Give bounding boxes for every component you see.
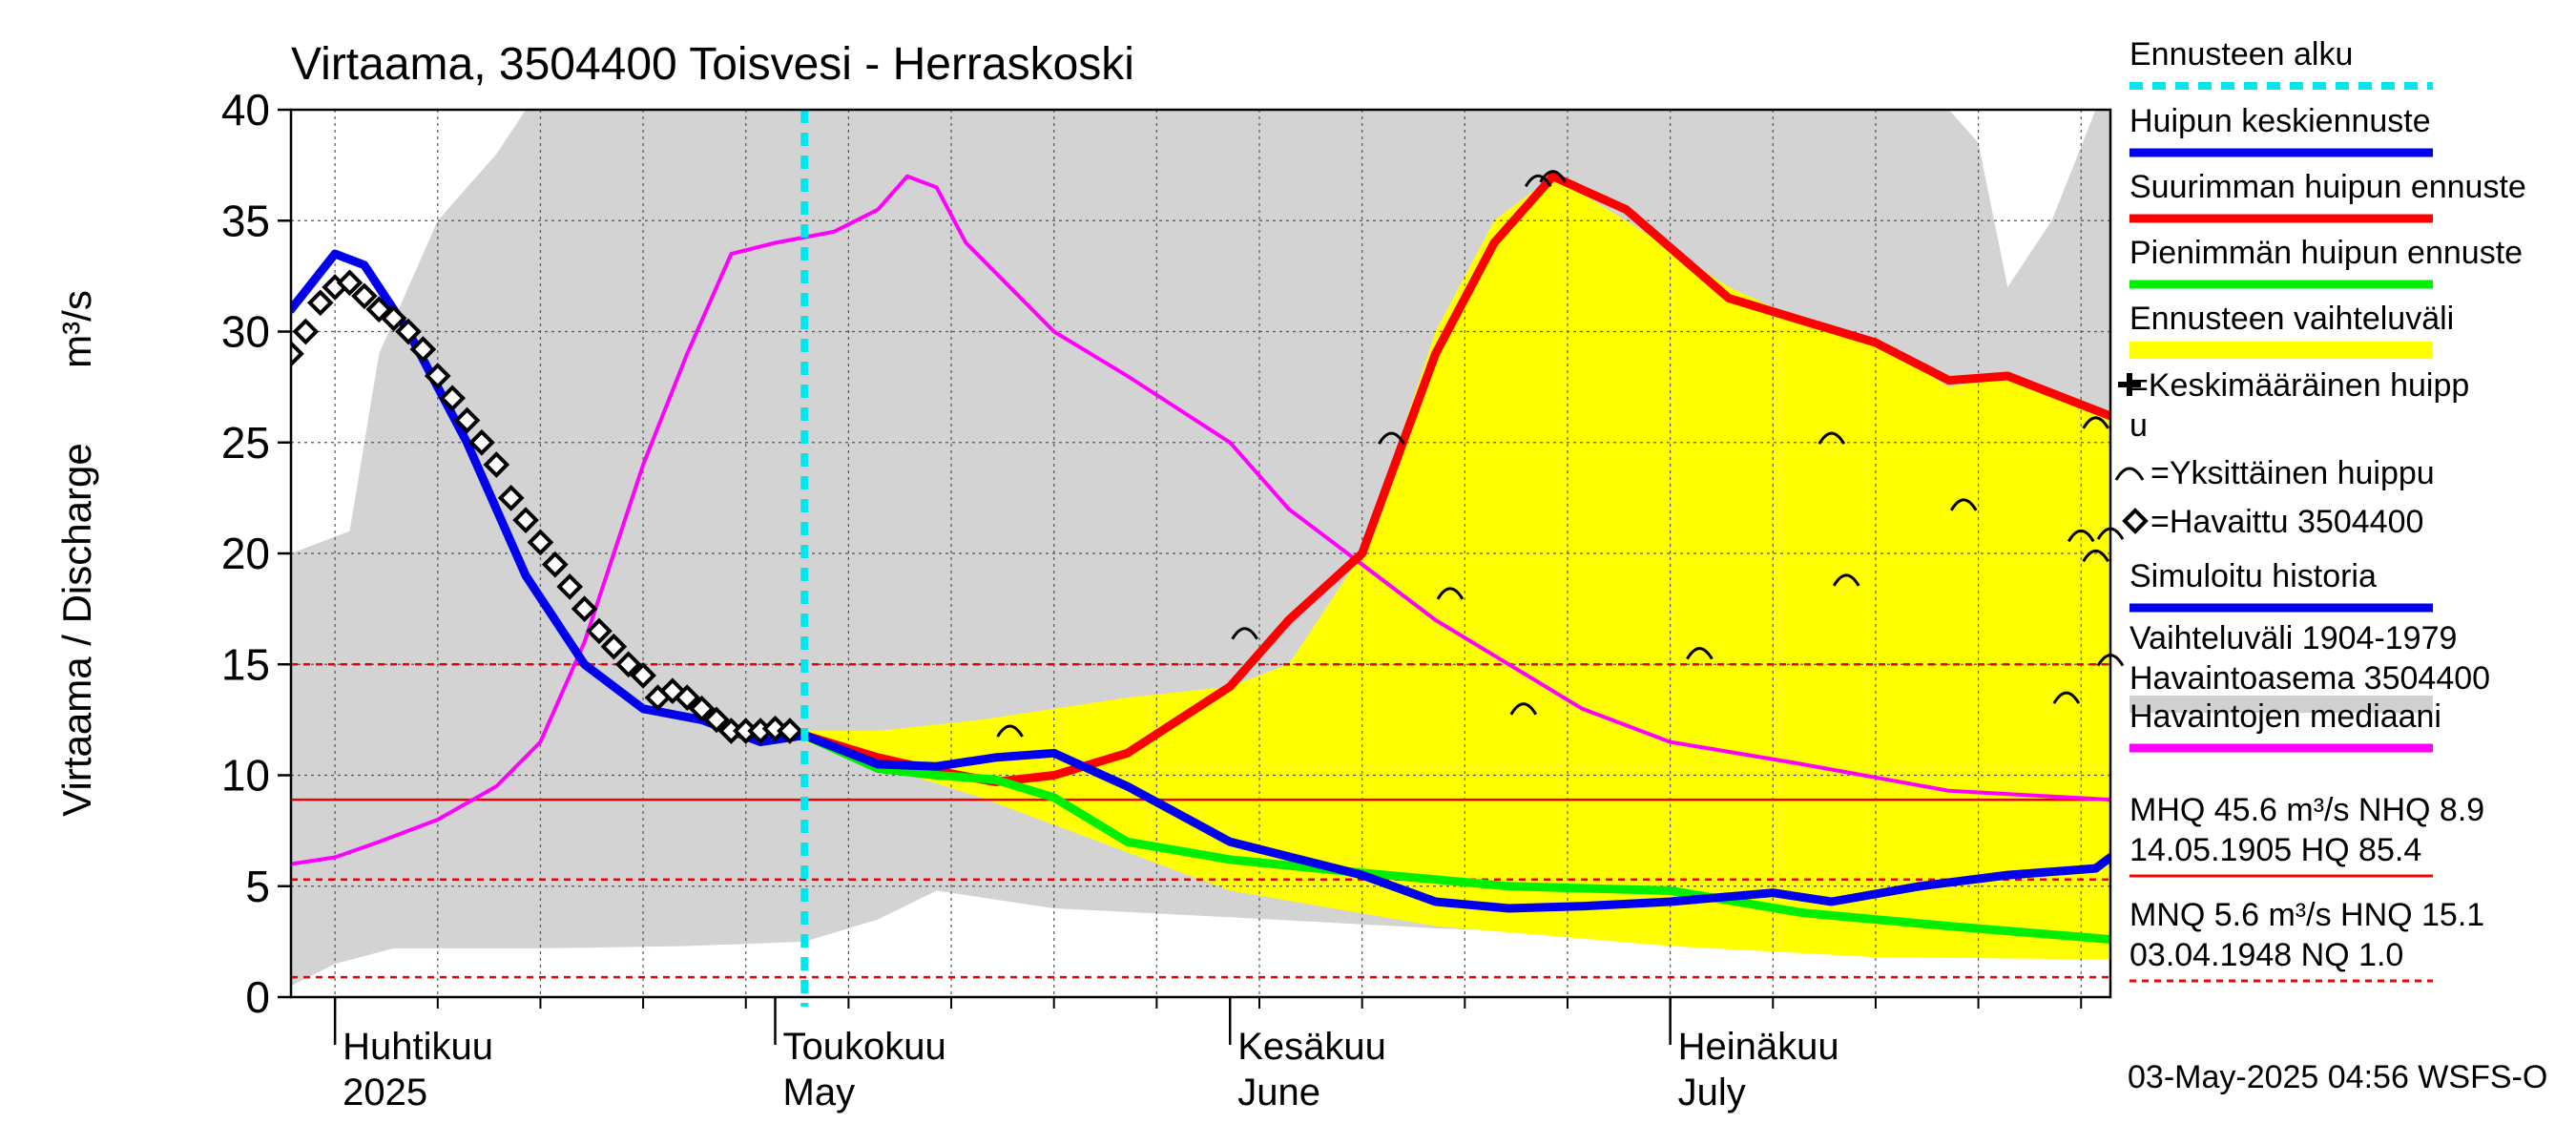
footer-timestamp: 03-May-2025 04:56 WSFS-O xyxy=(2128,1059,2547,1095)
y-tick-label: 15 xyxy=(221,639,270,689)
legend-symbol xyxy=(2118,373,2141,396)
observed-point xyxy=(291,340,304,367)
observed-point xyxy=(483,451,510,478)
legend-label: Ennusteen alku xyxy=(2129,36,2353,73)
single-peak-point xyxy=(2052,691,2081,704)
observed-point xyxy=(703,706,730,734)
legend-label: MNQ 5.6 m³/s HNQ 15.1 xyxy=(2129,897,2484,933)
y-tick-label: 10 xyxy=(221,751,270,801)
single-peak-point xyxy=(1436,587,1465,600)
observed-point xyxy=(292,318,320,345)
observed-markers xyxy=(291,269,803,744)
observed-point xyxy=(630,662,656,689)
x-month-label: Huhtikuu xyxy=(343,1026,493,1068)
observed-point xyxy=(777,718,803,744)
legend-label: u xyxy=(2129,407,2148,444)
observed-point xyxy=(453,406,481,434)
legend-label: Huipun keskiennuste xyxy=(2129,103,2431,139)
legend-label: Havaintoasema 3504400 xyxy=(2129,660,2490,697)
observed-point xyxy=(541,551,569,578)
observed-point xyxy=(512,507,539,533)
legend-label: Ennusteen vaihteluväli xyxy=(2129,301,2454,337)
observed-point xyxy=(586,617,613,645)
observed-point xyxy=(600,633,628,660)
observed-point xyxy=(527,529,554,556)
observed-point xyxy=(688,695,716,722)
legend-label: 03.04.1948 NQ 1.0 xyxy=(2129,937,2403,973)
single-peak-point xyxy=(1231,627,1258,640)
y-tick-label: 35 xyxy=(221,196,270,245)
y-tick-label: 40 xyxy=(221,85,270,135)
legend-label: MHQ 45.6 m³/s NHQ 8.9 xyxy=(2129,792,2484,828)
x-month-label: Toukokuu xyxy=(783,1026,946,1068)
legend-label: =Yksittäinen huippu xyxy=(2150,455,2435,491)
single-peak-point xyxy=(1524,174,1552,188)
y-axis-unit: m³/s xyxy=(54,290,99,368)
observed-point xyxy=(336,269,364,297)
single-peak-point xyxy=(1539,170,1567,183)
x-month-label: Kesäkuu xyxy=(1237,1026,1386,1068)
observed-point xyxy=(395,318,422,345)
observed-point xyxy=(439,385,466,412)
single-peak-point xyxy=(1818,431,1846,445)
legend-symbol xyxy=(2122,508,2149,534)
legend-label: Pienimmän huipun ennuste xyxy=(2129,235,2523,271)
plot-content xyxy=(291,110,2110,997)
legend-label: Simuloitu historia xyxy=(2129,558,2377,594)
legend-label: 14.05.1905 HQ 85.4 xyxy=(2129,832,2421,868)
single-peak-point xyxy=(2067,529,2095,543)
single-peak-markers xyxy=(996,170,2125,738)
single-peak-point xyxy=(1686,647,1714,660)
observed-point xyxy=(424,363,451,389)
forecast-range-band xyxy=(804,176,2110,960)
y-tick-label: 5 xyxy=(245,862,270,911)
legend-label: =Keskimääräinen huipp xyxy=(2129,367,2469,404)
single-peak-point xyxy=(1509,702,1538,716)
legend-label: Havaintojen mediaani xyxy=(2129,698,2441,735)
single-peak-point xyxy=(1832,573,1860,587)
min-peak-forecast-line xyxy=(800,731,2110,944)
observed-point xyxy=(380,304,407,332)
y-tick-label: 30 xyxy=(221,307,270,357)
x-month-sublabel: June xyxy=(1237,1072,1320,1114)
observed-point xyxy=(306,289,334,317)
legend-swatch xyxy=(2129,342,2433,359)
legend-symbol xyxy=(2114,467,2145,481)
mean-peak-forecast-line xyxy=(291,249,2110,913)
observed-point xyxy=(468,428,495,456)
y-axis: 0 5 10 15 20 25 30 35 40 xyxy=(221,85,291,1022)
legend: Ennusteen alku Huipun keskiennuste Suurimm… xyxy=(2114,36,2526,983)
observed-point xyxy=(674,684,701,711)
observed-point xyxy=(351,282,378,310)
single-peak-point xyxy=(1378,431,1405,445)
observed-point xyxy=(571,595,598,622)
observed-point xyxy=(556,573,584,600)
single-peak-point xyxy=(2082,549,2109,563)
chart-title: Virtaama, 3504400 Toisvesi - Herraskoski xyxy=(291,39,1134,90)
single-peak-point xyxy=(2082,416,2109,429)
x-month-sublabel: July xyxy=(1678,1072,1746,1114)
x-month-sublabel: 2025 xyxy=(343,1072,427,1114)
plot-area xyxy=(289,108,2125,1007)
observed-point xyxy=(409,336,437,363)
median-line xyxy=(291,174,2110,866)
observed-point xyxy=(497,485,525,511)
observed-point xyxy=(614,651,642,678)
x-month-label: Heinäkuu xyxy=(1678,1026,1839,1068)
y-tick-label: 20 xyxy=(221,529,270,578)
single-peak-point xyxy=(1949,498,1978,511)
y-tick-label: 0 xyxy=(245,972,270,1022)
single-peak-point xyxy=(996,724,1024,738)
y-tick-label: 25 xyxy=(221,418,270,468)
y-axis-label: Virtaama / Discharge xyxy=(54,443,99,816)
legend-label: =Havaittu 3504400 xyxy=(2150,504,2423,540)
observed-point xyxy=(659,677,686,704)
x-month-sublabel: May xyxy=(783,1072,856,1114)
legend-label: Vaihteluväli 1904-1979 xyxy=(2129,620,2457,656)
legend-swatch xyxy=(2129,696,2433,713)
legend-label: Suurimman huipun ennuste xyxy=(2129,169,2526,205)
